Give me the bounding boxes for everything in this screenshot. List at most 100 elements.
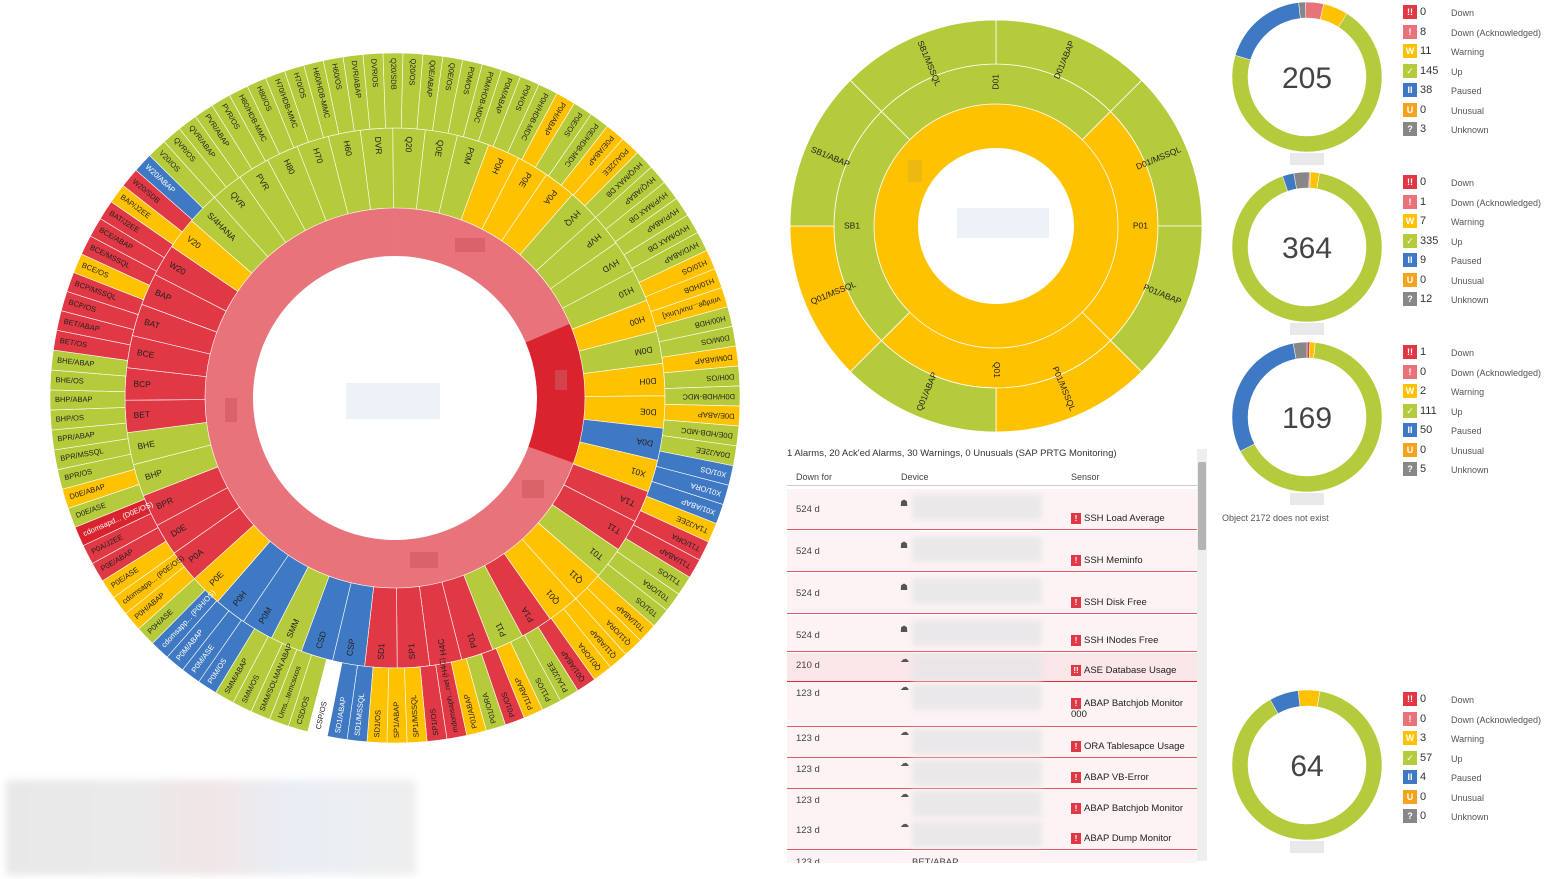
inner-ring-d0e-segment[interactable] <box>525 323 586 463</box>
alarm-row[interactable]: 524 d ☗! SSH Load Average <box>787 489 1197 530</box>
donut-segment-up[interactable] <box>1231 690 1383 841</box>
sensor-name[interactable]: ! ABAP Dump Monitor <box>1071 833 1196 844</box>
outer-ring-label[interactable]: SP1/OS <box>428 708 440 736</box>
mid-ring-label[interactable]: H70 <box>311 147 325 165</box>
sensor-name[interactable]: ! ABAP VB-Error <box>1071 772 1196 783</box>
mid-ring-label[interactable]: D0E <box>639 407 656 418</box>
outer-ring-segment[interactable] <box>1109 79 1202 227</box>
alarm-row[interactable]: 123 d ☁! ABAP VB-Error <box>787 758 1197 789</box>
mid-ring-label[interactable]: Q20 <box>404 136 415 153</box>
device-name-blurred[interactable] <box>912 620 1042 646</box>
outer-ring-segment[interactable] <box>849 20 997 113</box>
status-count: 1 <box>1420 346 1427 358</box>
alarm-row-partial[interactable]: 123 d BET/ABAP <box>787 851 1197 863</box>
mid-ring-label[interactable]: D0H <box>639 376 657 387</box>
outer-ring-label[interactable]: SD1/OS <box>372 710 382 738</box>
device-name-blurred[interactable] <box>912 821 1042 847</box>
donut-segment-paused[interactable] <box>1231 342 1297 452</box>
donut-segment-warning[interactable] <box>1297 689 1321 708</box>
alarm-row[interactable]: 524 d ☗! SSH INodes Free <box>787 615 1197 652</box>
outer-ring-label[interactable]: BHE/ABAP <box>57 356 95 369</box>
mid-ring-label[interactable]: SD1 <box>376 643 387 660</box>
mid-ring-label[interactable]: BHE <box>137 438 156 451</box>
mid-ring-label[interactable]: D01 <box>990 74 1000 90</box>
outer-ring-segment[interactable] <box>149 141 215 209</box>
mid-ring-label[interactable]: BCP <box>133 379 151 390</box>
outer-ring-label[interactable]: SP1/MSSQL <box>409 695 421 738</box>
mid-ring-label[interactable]: Q0E <box>433 139 446 158</box>
mid-ring-label[interactable]: P01 <box>465 632 479 650</box>
outer-ring-segment[interactable] <box>790 225 883 373</box>
sensor-name[interactable]: ! SSH Meminfo <box>1071 555 1196 566</box>
sensor-name[interactable]: ! ABAP Batchjob Monitor 000 <box>1071 698 1196 720</box>
mid-ring-label[interactable]: CSP <box>344 638 357 657</box>
device-name-blurred[interactable] <box>912 655 1042 681</box>
donut-segment-up[interactable] <box>1239 342 1383 493</box>
outer-ring-segment[interactable] <box>995 339 1143 432</box>
status-badge-icon: W <box>1403 731 1417 745</box>
scrollbar-thumb[interactable] <box>1198 462 1206 550</box>
sensor-name[interactable]: ! ORA Tablesapce Usage <box>1071 741 1196 752</box>
mid-ring-label[interactable]: P0M <box>462 146 477 166</box>
alarm-row[interactable]: 123 d ☁! ABAP Batchjob Monitor 000 <box>787 682 1197 727</box>
outer-ring-label[interactable]: Q0E/ABAP <box>424 60 437 98</box>
alarm-row[interactable]: 123 d ☁! ABAP Batchjob Monitor <box>787 789 1197 820</box>
mid-ring-label[interactable]: H60 <box>342 140 355 157</box>
device-name-blurred[interactable] <box>912 536 1042 562</box>
mid-ring-label[interactable]: P01 <box>1133 220 1148 230</box>
alarm-row[interactable]: 123 d ☁! ORA Tablesapce Usage <box>787 727 1197 758</box>
device-name-blurred[interactable] <box>912 494 1042 520</box>
mid-ring-label[interactable]: H4C <box>435 638 448 657</box>
mid-ring-label[interactable]: Q01 <box>992 362 1002 378</box>
outer-ring-label[interactable]: Q20/OS <box>407 58 417 86</box>
donut-segment-up[interactable] <box>1231 172 1383 323</box>
outer-ring-label[interactable]: D0H/HDB-MDC <box>682 392 735 401</box>
alarm-row[interactable]: 524 d ☗! SSH Disk Free <box>787 573 1197 614</box>
outer-ring-label[interactable]: Q20/SDB <box>389 58 398 90</box>
alarm-row[interactable]: 210 d ☁!! ASE Database Usage <box>787 653 1197 682</box>
mid-ring-label[interactable]: BET <box>133 409 150 420</box>
donut-segment-up[interactable] <box>1231 13 1383 153</box>
mid-ring-label[interactable]: D0M <box>634 345 654 358</box>
column-header-down-for[interactable]: Down for <box>796 472 833 482</box>
sensor-name[interactable]: ! ABAP Batchjob Monitor <box>1071 803 1196 814</box>
outer-ring-label[interactable]: BHP/ABAP <box>55 395 93 404</box>
outer-ring-label[interactable]: DVR/OS <box>369 58 380 87</box>
donut-segment-unknown[interactable] <box>1293 171 1310 190</box>
mid-ring-label[interactable]: CSD <box>314 630 329 650</box>
scrollbar-track[interactable] <box>1197 449 1207 861</box>
donut-segment-unknown[interactable] <box>1292 341 1308 360</box>
column-header-device[interactable]: Device <box>901 472 929 482</box>
device-name-blurred[interactable] <box>912 729 1042 755</box>
column-header-sensor[interactable]: Sensor <box>1071 472 1100 482</box>
sensor-name[interactable]: ! SSH INodes Free <box>1071 635 1196 646</box>
mid-ring-label[interactable]: BAT <box>143 317 161 331</box>
outer-ring-label[interactable]: BHE/OS <box>55 375 84 385</box>
alarm-row[interactable]: 123 d ☁! ABAP Dump Monitor <box>787 819 1197 850</box>
mid-ring-label[interactable]: SP1 <box>406 643 417 660</box>
device-name-blurred[interactable] <box>912 578 1042 604</box>
sensor-label: ABAP Batchjob Monitor 000 <box>1071 698 1184 720</box>
outer-ring-label[interactable]: SP1/ABAP <box>392 702 401 738</box>
mid-ring-label[interactable]: SB1 <box>844 220 860 230</box>
donut-segment-unknown[interactable] <box>1298 1 1307 19</box>
mid-ring-label[interactable]: X01 <box>629 465 647 479</box>
mid-ring-label[interactable]: D0A <box>635 436 653 449</box>
inner-ring[interactable] <box>873 104 1118 348</box>
device-name-blurred[interactable] <box>912 760 1042 786</box>
status-count: 0 <box>1420 790 1427 803</box>
mid-ring-label[interactable]: H00 <box>628 314 646 328</box>
outer-ring-label[interactable]: BHP/OS <box>55 413 84 424</box>
mid-ring-label[interactable]: BCE <box>136 347 155 360</box>
device-name-blurred[interactable] <box>912 791 1042 817</box>
mid-ring-label[interactable]: DVR <box>373 136 384 155</box>
outer-ring-label[interactable]: D0H/OS <box>706 372 734 383</box>
donut-segment-paused[interactable] <box>1269 690 1301 714</box>
donut-segment-paused[interactable] <box>1234 2 1301 61</box>
sensor-name[interactable]: !! ASE Database Usage <box>1071 665 1196 676</box>
sensor-name[interactable]: ! SSH Load Average <box>1071 513 1196 524</box>
alarm-row[interactable]: 524 d ☗! SSH Meminfo <box>787 531 1197 572</box>
sensor-name[interactable]: ! SSH Disk Free <box>1071 597 1196 608</box>
outer-ring-label[interactable]: D0E/ABAP <box>698 410 735 421</box>
device-name-blurred[interactable] <box>912 684 1042 710</box>
